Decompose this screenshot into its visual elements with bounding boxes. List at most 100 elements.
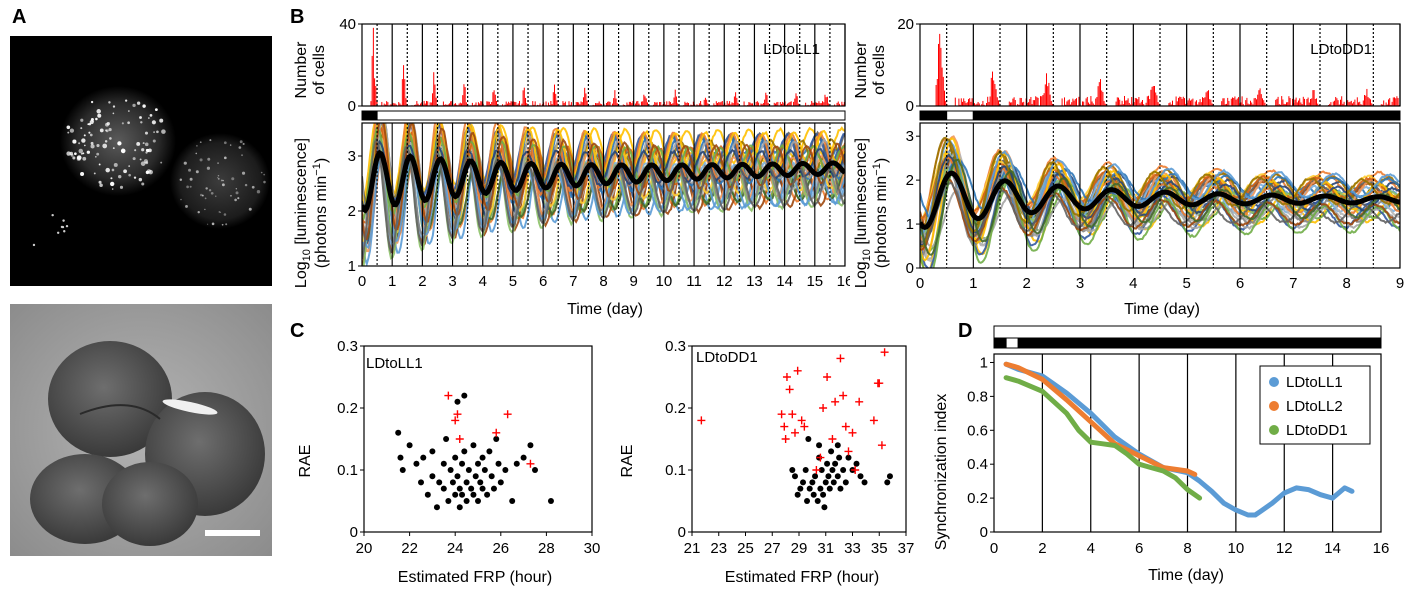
b1-hist-bar <box>488 101 490 106</box>
b1-hist-bar <box>502 104 504 106</box>
b1-hist-bar <box>464 87 466 106</box>
b2-hist-bar <box>1180 97 1182 106</box>
b2-hist-bar <box>1083 101 1085 106</box>
b1-hist-bar <box>733 96 735 106</box>
c1-point <box>465 467 472 473</box>
b1-hist-bar <box>578 102 580 106</box>
c1-point <box>449 479 456 486</box>
b1-lum-xtick-label: 15 <box>806 273 823 290</box>
b1-hist-bar <box>492 92 494 106</box>
b1-hist-bar <box>731 102 733 106</box>
c2-outlier-point <box>831 397 840 406</box>
b2-hist-bar <box>1338 104 1340 106</box>
b2-hist-bar <box>1371 103 1373 106</box>
b1-hist-bar <box>474 104 476 106</box>
d-ytick-label: 0 <box>980 524 988 541</box>
b1-hist-bar <box>423 100 425 106</box>
b2-hist-bar <box>1380 104 1382 106</box>
b1-hist-bar <box>834 104 836 106</box>
b1-hist-bar <box>841 101 843 106</box>
b2-hist-bar <box>1034 100 1035 106</box>
b2-hist-bar <box>995 89 997 106</box>
b1-hist-bar <box>767 102 769 106</box>
b2-hist-bar <box>1140 101 1142 106</box>
d-light-bar-dark <box>1017 337 1382 349</box>
b1-hist-bar <box>665 104 667 106</box>
b2-hist-bar <box>1196 100 1197 106</box>
d-ytick-label: 0.2 <box>967 490 988 507</box>
b2-hist-bar <box>1149 99 1151 106</box>
b2-hist-bar <box>1276 98 1278 106</box>
b2-hist-bar <box>1221 101 1223 106</box>
c1-point <box>463 479 470 486</box>
d-series-LDtoDD1 <box>1003 375 1203 501</box>
b1-hist-bar <box>562 101 564 106</box>
b2-hist-bar <box>1286 102 1287 106</box>
b1-hist-bar <box>429 102 431 106</box>
b2-hist-bar <box>1358 102 1359 106</box>
b1-hist-bar <box>508 101 510 106</box>
d-legend-label: LDtoLL2 <box>1286 398 1343 415</box>
c2-annotation: LDtoDD1 <box>696 349 758 366</box>
b1-hist-bar <box>453 103 455 106</box>
b1-hist-bar <box>421 102 423 106</box>
b1-hist-bar <box>384 104 386 106</box>
b1-hist-bar <box>783 103 785 106</box>
b1-hist-bar <box>551 104 553 106</box>
b2-hist-bar <box>1091 101 1093 106</box>
b2-hist-bar <box>1128 102 1130 106</box>
b1-hist-bar <box>796 96 798 106</box>
c1-point <box>484 491 491 498</box>
b1-lum-xtick-label: 7 <box>569 273 577 290</box>
b1-hist-bar <box>643 94 645 106</box>
c2-point <box>826 485 833 492</box>
b2-hist-bar <box>983 104 985 106</box>
b2-hist-bar <box>1133 102 1135 106</box>
c1-outlier-point <box>526 459 535 468</box>
b1-lum-xtick-label: 10 <box>656 273 673 290</box>
b2-hist-bar <box>1158 103 1160 106</box>
b1-hist-bar <box>450 101 452 106</box>
b2-hist-bar <box>1205 92 1207 106</box>
b2-hist-bar <box>1019 97 1021 106</box>
b1-lum-xtick-label: 16 <box>837 273 850 290</box>
b2-hist-bar <box>1211 103 1213 106</box>
b2-hist-bar <box>1155 92 1157 106</box>
c2-outlier-point <box>819 404 828 412</box>
b1-hist-bar <box>790 101 792 106</box>
c2-outlier-point <box>781 435 790 443</box>
b1-hist-bar <box>836 102 838 106</box>
b1-hist-bar <box>630 101 632 106</box>
b2-hist-bar <box>1385 102 1387 106</box>
c2-point <box>802 467 809 473</box>
b1-hist-bar <box>403 65 405 106</box>
b2-hist-bar <box>945 100 947 106</box>
b1-hist-bar <box>824 94 826 106</box>
b1-hist-bar <box>597 103 599 106</box>
c1-point <box>486 448 493 455</box>
b2-hist-bar <box>1086 96 1088 106</box>
b2-hist-bar <box>1335 96 1337 106</box>
b2-hist-bar <box>1037 97 1039 106</box>
b2-hist-bar <box>1182 96 1184 106</box>
b2-lum-ylabel-2: (photons min−1) <box>871 158 890 268</box>
c2-ytick-label: 0.1 <box>665 462 686 479</box>
b2-hist-bar <box>1115 101 1117 106</box>
b1-lum-ytick-label: 2 <box>348 203 356 220</box>
b1-hist-bar <box>843 102 845 106</box>
b1-lum-ytick-label: 3 <box>348 148 356 165</box>
b2-hist-bar <box>1104 103 1106 106</box>
c1-point <box>443 436 450 442</box>
b2-hist-bar <box>1030 96 1032 106</box>
b2-hist-bar <box>1170 104 1172 106</box>
b2-hist-bar <box>1175 96 1177 106</box>
b1-hist-bar <box>797 103 799 106</box>
c1-outlier-point <box>503 410 512 419</box>
c2-point <box>816 442 823 449</box>
c2-outlier-point <box>785 385 794 394</box>
b2-hist-bar <box>1347 100 1349 106</box>
c1-point <box>395 429 402 436</box>
c1-point <box>418 479 424 486</box>
b2-hist-bar <box>1047 86 1049 106</box>
